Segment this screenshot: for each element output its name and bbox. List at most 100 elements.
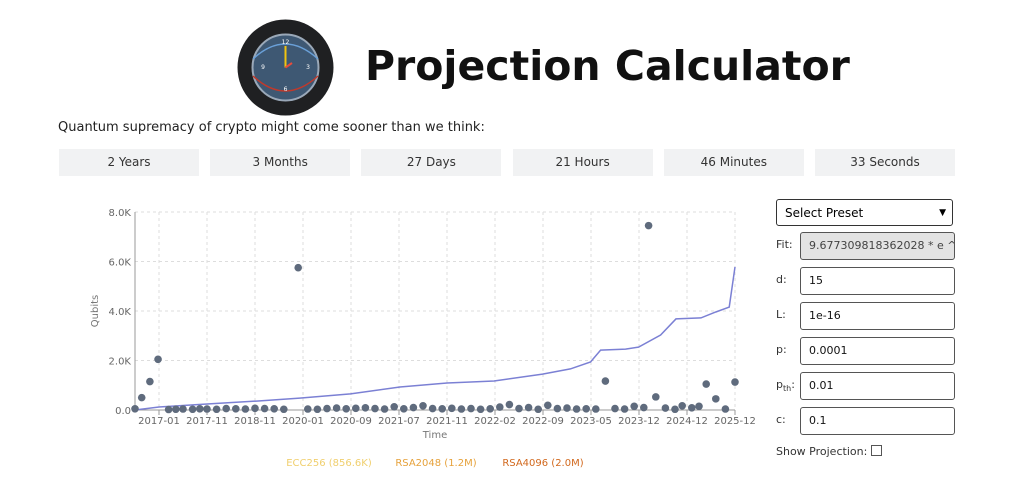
preset-select[interactable]: Select Preset ▼ (776, 199, 953, 226)
field-label: Fit: (776, 238, 793, 251)
field-input[interactable]: 0.1 (800, 407, 955, 435)
field-input[interactable]: 0.0001 (800, 337, 955, 365)
data-point (294, 263, 303, 272)
subtitle: Quantum supremacy of crypto might come s… (58, 120, 485, 135)
data-point (712, 395, 720, 403)
data-point (661, 404, 670, 412)
x-tick-label: 2023-12 (618, 416, 660, 427)
data-point (419, 401, 427, 410)
data-point (611, 404, 619, 413)
data-point (260, 404, 269, 413)
data-point (438, 404, 447, 413)
data-point (448, 404, 456, 413)
data-point (352, 404, 360, 413)
data-point (323, 404, 331, 413)
field-label: c: (776, 413, 786, 426)
field-input: 9.677309818362028 * e ^ (0.0 (800, 232, 955, 260)
field-label-text: Fit: (776, 238, 793, 251)
y-tick-label: 0.0 (115, 406, 131, 417)
data-point (582, 404, 590, 413)
data-point (131, 404, 139, 413)
field-input[interactable]: 15 (800, 267, 955, 295)
data-point (361, 403, 370, 412)
field-label: L: (776, 308, 786, 321)
data-point (486, 404, 495, 413)
data-point (695, 402, 703, 411)
data-point (688, 403, 696, 412)
countdown-box: 21 Hours (512, 149, 653, 176)
data-point (270, 404, 279, 413)
x-tick-label: 2022-09 (522, 416, 564, 427)
field-input[interactable]: 0.01 (800, 372, 955, 400)
data-point (196, 404, 204, 413)
data-point (212, 405, 221, 414)
x-tick-label: 2021-11 (426, 416, 468, 427)
countdown-box: 2 Years (59, 149, 199, 176)
field-label-text: c: (776, 413, 786, 426)
x-tick-label: 2024-12 (666, 416, 708, 427)
x-tick-label: 2018-11 (234, 416, 276, 427)
field-label-text: p (776, 378, 783, 391)
data-point (188, 405, 197, 414)
x-axis-title: Time (422, 430, 447, 441)
data-point (222, 404, 230, 413)
data-point (671, 405, 679, 414)
checkbox[interactable] (870, 445, 882, 456)
data-point (241, 405, 250, 413)
data-point (534, 405, 542, 414)
data-point (544, 401, 552, 410)
y-axis-title: Qubits (90, 295, 101, 327)
legend-entry: ECC256 (856.6K) (286, 458, 372, 469)
countdown-box: 46 Minutes (663, 149, 804, 176)
y-tick-label: 4.0K (109, 307, 132, 318)
logo-numeral: 12 (282, 39, 290, 46)
data-point (702, 380, 710, 388)
chart: 0.0 2.0K 4.0K 6.0K 8.0K 2017-01 2017-11 2018-11… (90, 208, 756, 469)
x-tick-label: 2017-11 (186, 416, 228, 427)
preset-text: Select Preset (785, 206, 864, 220)
data-point (371, 404, 379, 413)
logo-numeral: 6 (284, 86, 288, 93)
fit-line (134, 266, 736, 411)
show-projection-label: Show Projection: (776, 445, 868, 458)
x-tick-label: 2022-02 (474, 416, 516, 427)
data-point (313, 405, 322, 414)
data-point (721, 405, 730, 413)
data-point (428, 404, 437, 413)
x-tick-label: 2020-09 (330, 416, 372, 427)
data-point (640, 403, 648, 412)
field-label-text: d: (776, 273, 787, 286)
data-point (731, 378, 739, 386)
y-tick-label: 2.0K (109, 357, 132, 368)
legend-entry: RSA2048 (1.2M) (395, 458, 476, 469)
data-point (251, 404, 259, 413)
data-point (524, 403, 533, 412)
field-label-sub: th (782, 384, 792, 394)
data-point (400, 404, 408, 413)
data-point (592, 405, 600, 413)
data-point (390, 402, 399, 411)
data-point (154, 355, 162, 364)
x-tick-label: 2020-01 (282, 416, 324, 427)
field-label-suffix: : (791, 378, 795, 391)
data-point (146, 377, 154, 386)
data-point (342, 404, 351, 413)
data-point (630, 402, 638, 411)
data-point (652, 393, 660, 401)
data-point (304, 405, 312, 413)
page-title: Projection Calculator (365, 42, 850, 90)
field-label: pth: (776, 378, 795, 393)
countdown-box: 33 Seconds (815, 149, 955, 176)
data-point (380, 405, 389, 413)
logo-numeral: 9 (261, 64, 265, 71)
x-tick-label: 2023-05 (570, 416, 612, 427)
logo: 12 3 6 9 (237, 19, 334, 116)
y-tick-label: 6.0K (109, 258, 132, 269)
logo-numeral: 3 (306, 64, 310, 71)
data-point (280, 405, 288, 414)
data-point (563, 404, 571, 412)
data-point (678, 401, 686, 410)
data-point (457, 405, 466, 413)
field-input[interactable]: 1e-16 (800, 302, 955, 330)
data-point (164, 405, 173, 414)
